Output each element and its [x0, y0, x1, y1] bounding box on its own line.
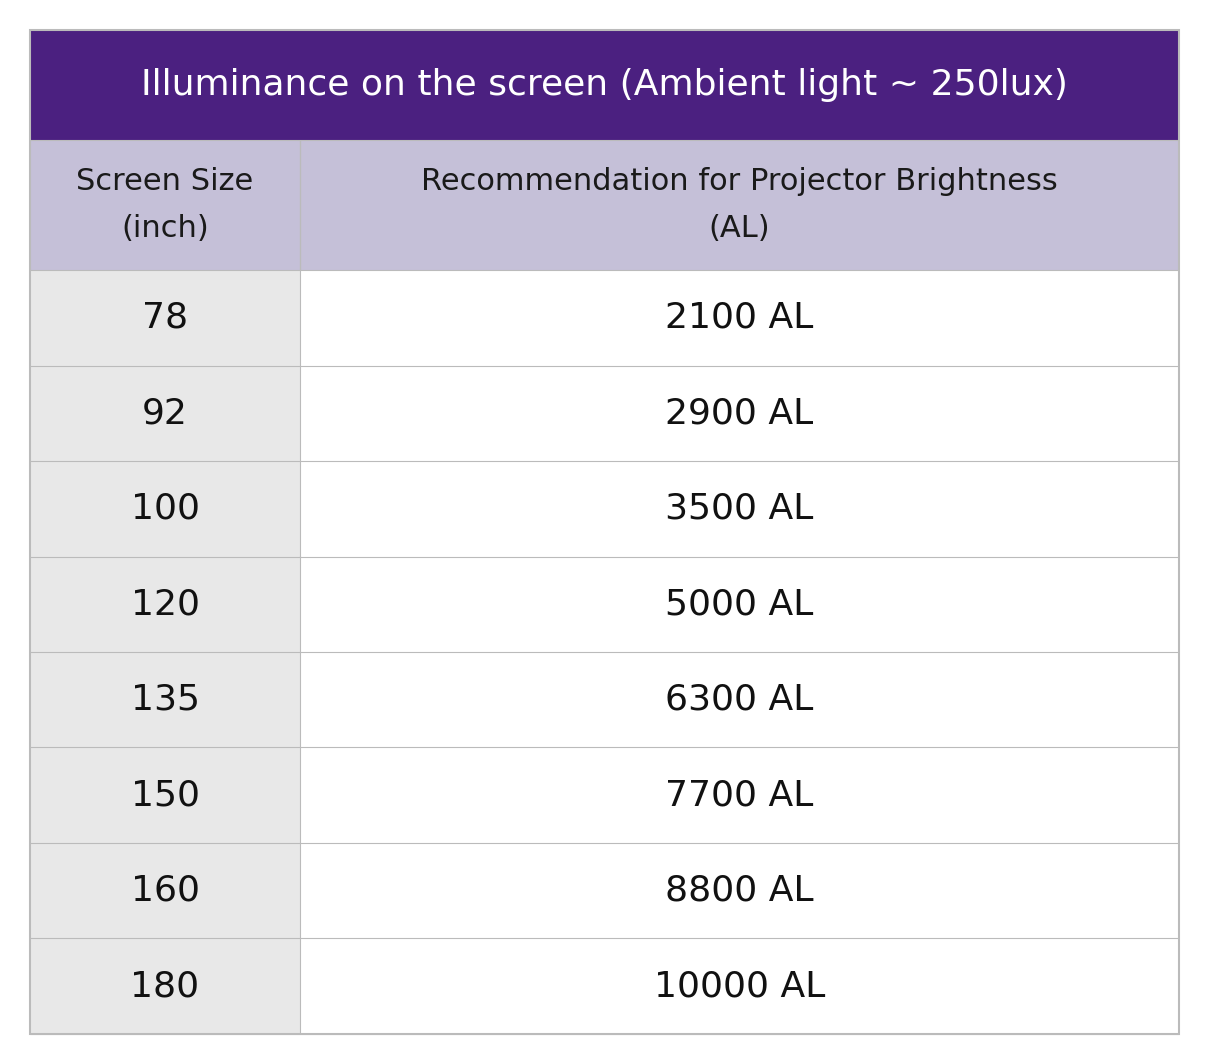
- Text: 160: 160: [131, 874, 199, 908]
- Bar: [30, 652, 300, 748]
- Bar: [300, 556, 1179, 652]
- Bar: [30, 748, 300, 843]
- Bar: [30, 938, 300, 1034]
- Bar: [300, 652, 1179, 748]
- Text: 78: 78: [141, 301, 189, 335]
- Bar: [300, 843, 1179, 938]
- Bar: [30, 461, 300, 556]
- Text: 2100 AL: 2100 AL: [665, 301, 814, 335]
- Bar: [300, 748, 1179, 843]
- Bar: [30, 140, 1179, 270]
- Bar: [30, 843, 300, 938]
- Text: 5000 AL: 5000 AL: [665, 587, 814, 621]
- Bar: [30, 270, 300, 366]
- Text: 100: 100: [131, 492, 199, 526]
- Text: 8800 AL: 8800 AL: [665, 874, 814, 908]
- Text: 150: 150: [131, 778, 199, 812]
- Bar: [30, 30, 1179, 140]
- Text: 6300 AL: 6300 AL: [665, 683, 814, 717]
- Text: 7700 AL: 7700 AL: [665, 778, 814, 812]
- Text: 10000 AL: 10000 AL: [654, 969, 826, 1003]
- Text: 92: 92: [143, 396, 187, 430]
- Bar: [300, 938, 1179, 1034]
- Bar: [30, 556, 300, 652]
- Text: 3500 AL: 3500 AL: [665, 492, 814, 526]
- Bar: [30, 366, 300, 461]
- Bar: [300, 461, 1179, 556]
- Text: Illuminance on the screen (Ambient light ~ 250lux): Illuminance on the screen (Ambient light…: [141, 68, 1068, 102]
- Bar: [300, 366, 1179, 461]
- Text: 180: 180: [131, 969, 199, 1003]
- Text: Screen Size
(inch): Screen Size (inch): [76, 167, 254, 244]
- Bar: [300, 270, 1179, 366]
- Text: 2900 AL: 2900 AL: [665, 396, 814, 430]
- Text: 120: 120: [131, 587, 199, 621]
- Text: Recommendation for Projector Brightness
(AL): Recommendation for Projector Brightness …: [421, 167, 1058, 244]
- Text: 135: 135: [131, 683, 199, 717]
